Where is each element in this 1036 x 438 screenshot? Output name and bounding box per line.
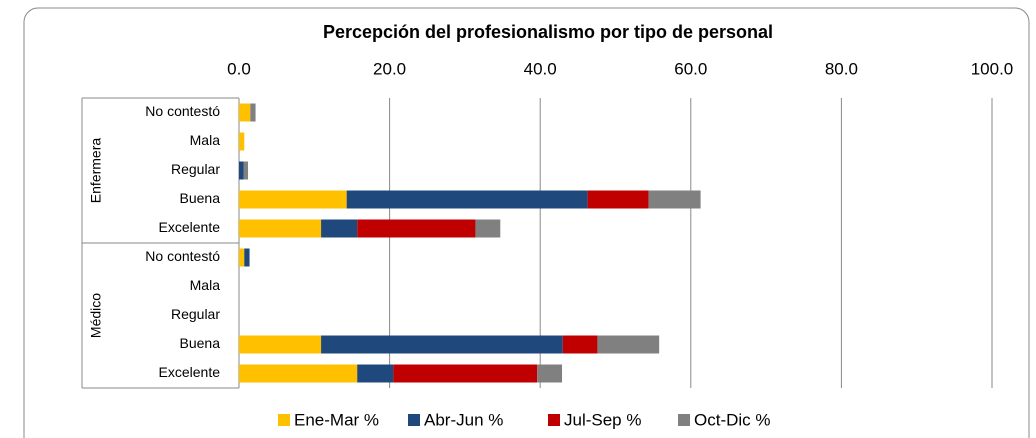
- x-tick-label: 40.0: [524, 59, 557, 78]
- y-tick-label: Mala: [190, 277, 221, 293]
- bar-segment: [597, 335, 660, 354]
- bar-segment: [239, 335, 322, 354]
- y-tick-label: Excelente: [159, 364, 221, 380]
- x-tick-label: 0.0: [227, 59, 251, 78]
- x-tick-label: 60.0: [674, 59, 707, 78]
- bar-segment: [239, 248, 245, 267]
- legend-label: Abr-Jun %: [424, 410, 503, 429]
- bar-segment: [562, 335, 598, 354]
- y-tick-label: Buena: [180, 190, 221, 206]
- chart-title: Percepción del profesionalismo por tipo …: [323, 22, 773, 42]
- y-tick-label: Excelente: [159, 219, 221, 235]
- y-tick-label: Mala: [190, 132, 221, 148]
- bar-segment: [239, 132, 245, 151]
- bar-segment: [244, 248, 250, 267]
- bar-segment: [537, 364, 563, 383]
- legend-swatch: [548, 414, 560, 426]
- x-tick-label: 20.0: [373, 59, 406, 78]
- legend-label: Ene-Mar %: [294, 410, 379, 429]
- bar-segment: [239, 364, 358, 383]
- bar-segment: [475, 219, 501, 238]
- bar-segment: [243, 161, 249, 180]
- legend-label: Oct-Dic %: [694, 410, 771, 429]
- group-label: Enfermera: [88, 138, 104, 204]
- chart-frame: [23, 7, 1030, 438]
- bar-segment: [250, 103, 256, 122]
- legend-swatch: [408, 414, 420, 426]
- y-tick-label: No contestó: [145, 248, 220, 264]
- bar-segment: [393, 364, 538, 383]
- y-tick-label: Buena: [180, 335, 221, 351]
- bar-segment: [321, 335, 563, 354]
- bar-segment: [239, 103, 251, 122]
- bar-segment: [357, 364, 394, 383]
- bar-segment: [239, 190, 347, 209]
- legend-label: Jul-Sep %: [564, 410, 641, 429]
- y-tick-label: Regular: [171, 161, 220, 177]
- y-tick-label: No contestó: [145, 103, 220, 119]
- legend-swatch: [278, 414, 290, 426]
- bar-segment: [239, 161, 244, 180]
- y-tick-label: Regular: [171, 306, 220, 322]
- bar-segment: [346, 190, 588, 209]
- bar-segment: [321, 219, 358, 238]
- x-tick-label: 100.0: [971, 59, 1014, 78]
- bar-segment: [587, 190, 649, 209]
- legend-swatch: [678, 414, 690, 426]
- bar-segment: [357, 219, 476, 238]
- bar-segment: [648, 190, 701, 209]
- bar-segment: [239, 219, 322, 238]
- x-tick-label: 80.0: [825, 59, 858, 78]
- group-label: Médico: [88, 293, 104, 338]
